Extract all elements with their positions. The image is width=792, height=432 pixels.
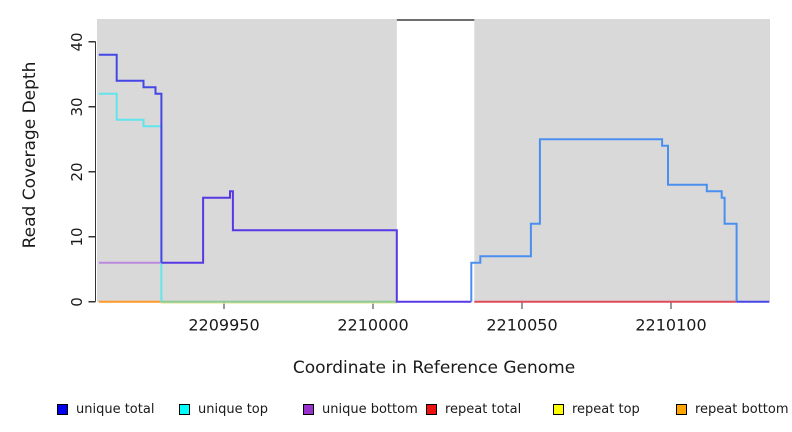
x-tick-label: 2210000 [337,315,409,335]
x-tick-label: 2209950 [188,315,260,335]
series-unique-total-left-steps [98,53,163,263]
gap-region [396,19,475,302]
y-axis-title: Read Coverage Depth [20,61,40,249]
y-tick-label: 40 [68,32,86,52]
x-axis-title: Coordinate in Reference Genome [292,358,576,378]
x-tick-label: 2210050 [486,315,558,335]
series-unique-total-bottom-overlap-steps [161,190,472,303]
y-tick-label: 20 [68,162,86,182]
series-unique-total-top-overlap-right-steps [470,138,738,302]
y-tick-label: 0 [68,296,86,307]
y-tick-label: 10 [68,227,86,247]
x-tick-label: 2210100 [635,315,707,335]
y-tick-label: 30 [68,97,86,117]
